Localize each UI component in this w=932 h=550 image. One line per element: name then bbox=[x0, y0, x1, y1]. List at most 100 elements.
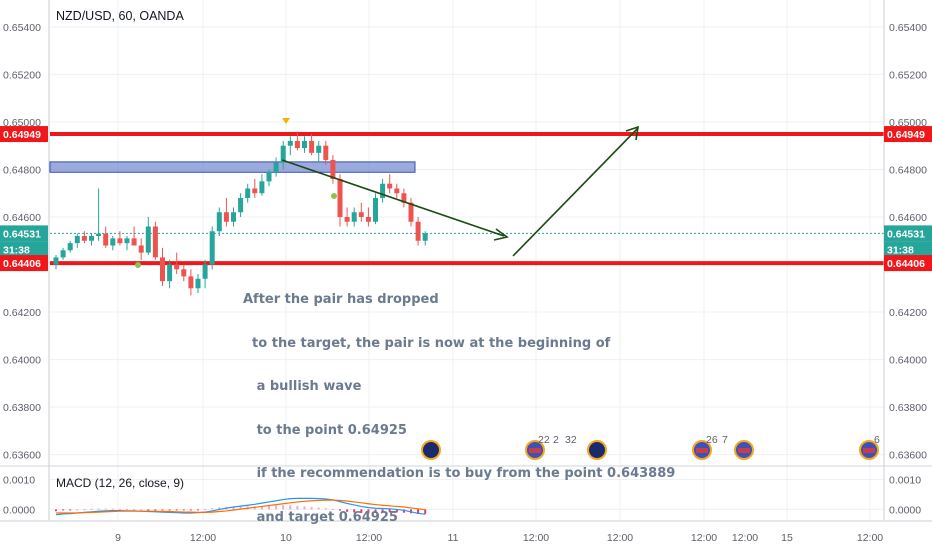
candle-body bbox=[408, 202, 414, 222]
price-badges: 0.64949 0.64949 0.64531 0.64531 31:38 31:38 0.… bbox=[0, 126, 932, 272]
candle-body bbox=[294, 140, 300, 149]
price-axis-left[interactable]: 0.65400 0.65200 0.65000 0.64800 0.64600 0.644… bbox=[3, 22, 41, 462]
macd-histogram-bar bbox=[161, 509, 164, 511]
candle-body bbox=[231, 212, 236, 222]
price-badge-label: 0.64531 bbox=[887, 228, 925, 240]
candle-body bbox=[223, 212, 229, 222]
us-flag-stripes-icon bbox=[696, 448, 708, 453]
macd-histogram-bar bbox=[402, 509, 405, 513]
down-arrow-marker bbox=[282, 118, 290, 124]
candle-body bbox=[216, 212, 222, 232]
price-badge-label: 0.64531 bbox=[3, 228, 41, 240]
candle-body bbox=[266, 171, 272, 182]
price-tick-label: 0.63800 bbox=[889, 402, 927, 414]
time-tick-label: 15 bbox=[781, 532, 793, 544]
price-tick-label: 0.64200 bbox=[889, 307, 927, 319]
price-tick-label: 0.63600 bbox=[3, 450, 41, 462]
analysis-annotation[interactable]: After the pair has dropped to the target… bbox=[243, 264, 675, 540]
macd-histogram-bar bbox=[147, 509, 150, 511]
uptrend-arrow[interactable] bbox=[512, 125, 639, 257]
macd-histogram-bar bbox=[417, 509, 420, 514]
macd-histogram-bar bbox=[289, 505, 292, 510]
candle-body bbox=[160, 257, 165, 282]
macd-histogram-bar bbox=[324, 508, 327, 510]
annotation-line: to the target, the pair is now at the be… bbox=[243, 335, 611, 351]
price-tick-label: 0.64800 bbox=[3, 164, 41, 176]
macd-line bbox=[55, 497, 426, 516]
candle-body bbox=[287, 140, 293, 146]
candle-body bbox=[67, 243, 73, 251]
macd-histogram-bar bbox=[97, 508, 100, 510]
candle-body bbox=[323, 145, 329, 160]
price-axis-right[interactable]: 0.65400 0.65200 0.65000 0.64800 0.64600 0.644… bbox=[889, 22, 927, 462]
time-tick-label: 12:00 bbox=[523, 532, 549, 544]
candle-body bbox=[238, 197, 244, 213]
event-count-label: 7 bbox=[722, 434, 728, 446]
candle-body bbox=[309, 140, 315, 153]
macd-histogram-bar bbox=[182, 509, 185, 511]
candle-body bbox=[394, 188, 400, 194]
candle-body bbox=[351, 212, 357, 222]
macd-histogram-bar bbox=[339, 509, 341, 511]
macd-label: MACD (12, 26, close, 9) bbox=[56, 476, 184, 490]
candle-body bbox=[422, 233, 428, 241]
candle-body bbox=[81, 236, 87, 241]
candle-body bbox=[259, 181, 265, 194]
candle-body bbox=[131, 238, 137, 246]
nz-flag-icon[interactable] bbox=[421, 440, 441, 460]
candle-body bbox=[245, 188, 251, 198]
nz-flag-icon[interactable] bbox=[587, 440, 607, 460]
macd-histogram-bar bbox=[367, 509, 370, 514]
annotation-line: if the recommendation is to buy from the… bbox=[243, 466, 676, 481]
event-count-label: 2 bbox=[553, 434, 559, 446]
macd-histogram-bar bbox=[374, 509, 377, 514]
price-badge-label: 0.64949 bbox=[3, 129, 41, 141]
resistance-zone[interactable] bbox=[49, 161, 416, 173]
candle-body bbox=[330, 159, 336, 179]
macd-axis[interactable]: 0.0010 0.0010 0.0000 0.0000 bbox=[3, 474, 921, 516]
candle-body bbox=[316, 145, 322, 153]
macd-histogram-bar bbox=[424, 509, 427, 514]
candle-body bbox=[152, 226, 158, 258]
event-count-label: 22 bbox=[538, 434, 550, 446]
macd-histogram-bar bbox=[204, 509, 207, 511]
event-count-label: 32 bbox=[565, 434, 577, 446]
price-tick-label: 0.65400 bbox=[889, 22, 927, 34]
us-flag-stripes-icon bbox=[863, 448, 875, 453]
macd-tick-label: 0.0010 bbox=[889, 474, 921, 486]
candle-body bbox=[60, 250, 66, 258]
price-tick-label: 0.64200 bbox=[3, 307, 41, 319]
symbol-title[interactable]: NZD/USD, 60, OANDA bbox=[56, 9, 184, 23]
time-tick-label: 9 bbox=[115, 532, 121, 544]
price-tick-label: 0.64800 bbox=[889, 164, 927, 176]
price-badge bbox=[884, 225, 932, 242]
downtrend-arrow[interactable] bbox=[281, 159, 509, 241]
price-tick-label: 0.64600 bbox=[3, 212, 41, 224]
price-tick-label: 0.63800 bbox=[3, 402, 41, 414]
candle-body bbox=[252, 188, 258, 194]
candle-body bbox=[188, 276, 194, 289]
price-tick-label: 0.64600 bbox=[889, 212, 927, 224]
event-count-label: 6 bbox=[874, 434, 880, 446]
price-badge bbox=[884, 126, 932, 143]
event-count-label: 26 bbox=[706, 434, 718, 446]
macd-histogram-bar bbox=[197, 509, 199, 511]
macd-histogram-bar bbox=[381, 509, 384, 513]
time-tick-label: 12:00 bbox=[356, 532, 382, 544]
time-axis[interactable]: 9 12:00 10 12:00 11 12:00 12:00 12:00 12:00 15 12:… bbox=[115, 532, 883, 544]
macd-histogram-bar bbox=[111, 508, 114, 510]
price-tick-label: 0.65400 bbox=[3, 22, 41, 34]
macd-histogram-bar bbox=[55, 509, 57, 512]
macd-histogram-bar bbox=[239, 506, 242, 510]
price-badge bbox=[0, 126, 48, 143]
price-badge-label: 0.64406 bbox=[887, 258, 925, 270]
candle-body bbox=[89, 236, 94, 241]
candle-body bbox=[280, 145, 286, 163]
macd-histogram-bar bbox=[218, 507, 221, 510]
annotation-line: After the pair has dropped bbox=[243, 292, 439, 307]
macd-histogram-bar bbox=[154, 509, 157, 511]
macd-histogram-bar bbox=[317, 507, 320, 510]
economic-events[interactable]: 22 2 32 26 7 6 bbox=[421, 434, 880, 460]
macd-histogram-bar bbox=[168, 509, 171, 511]
